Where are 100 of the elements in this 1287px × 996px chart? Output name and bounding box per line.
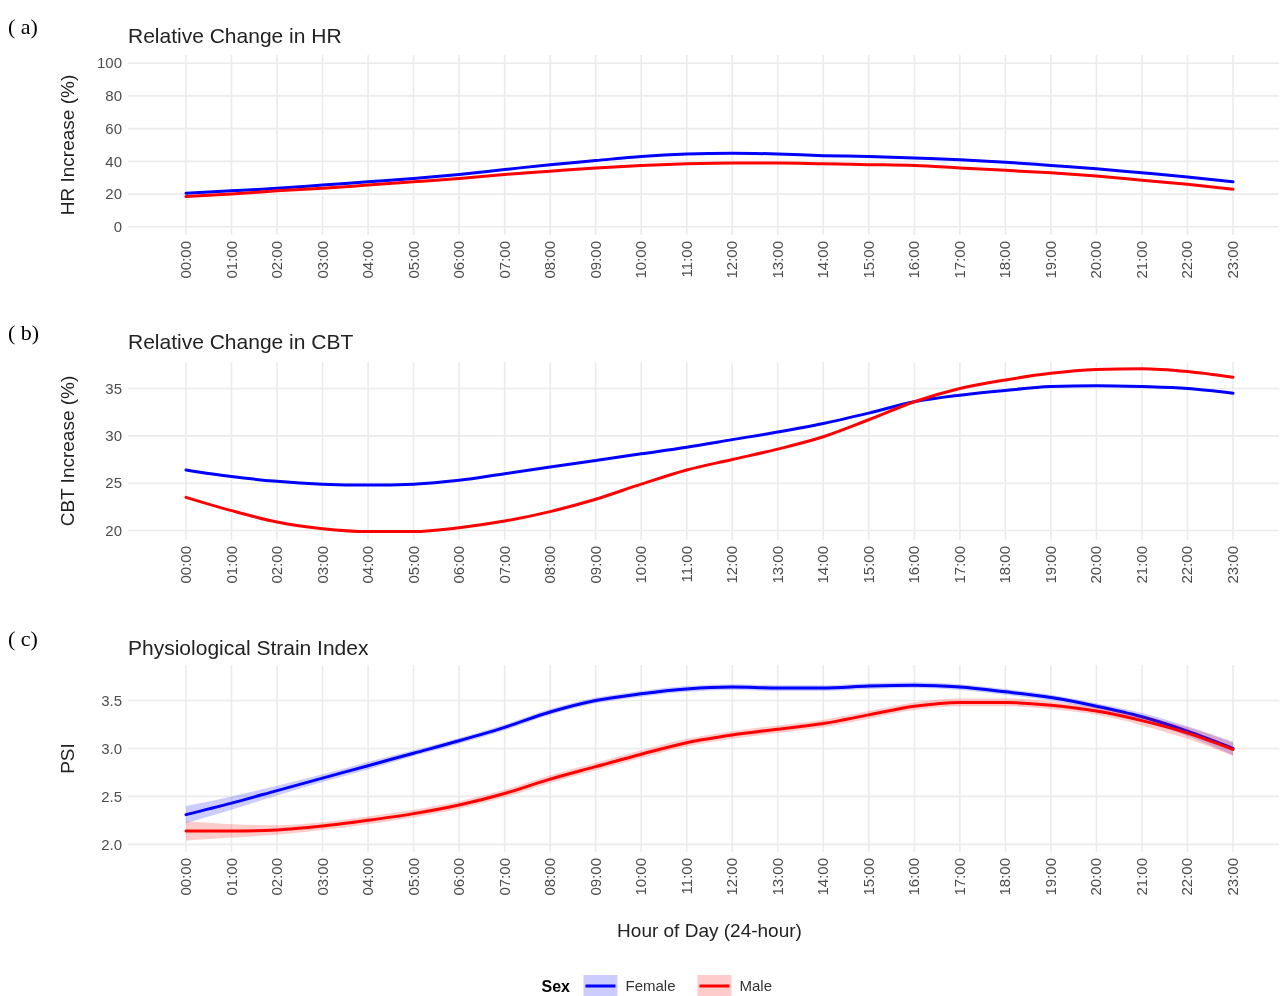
- x-tick-label: 07:00: [495, 546, 513, 584]
- x-tick-label: 14:00: [814, 241, 832, 279]
- x-tick-label: 22:00: [1178, 858, 1196, 896]
- x-tick-label: 02:00: [268, 241, 286, 279]
- x-tick-label: 22:00: [1178, 546, 1196, 584]
- x-tick-label: 18:00: [996, 241, 1014, 279]
- text: ( c): [8, 626, 38, 651]
- x-tick-label: 20:00: [1087, 858, 1105, 896]
- x-tick-label: 23:00: [1224, 241, 1241, 279]
- x-axis-title: Hour of Day (24-hour): [617, 920, 802, 941]
- x-tick-label: 09:00: [586, 546, 604, 584]
- x-tick-label: 04:00: [359, 546, 377, 584]
- x-tick-label: 04:00: [359, 241, 377, 279]
- y-tick-label: 20: [105, 521, 122, 539]
- x-tick-label: 12:00: [723, 858, 741, 896]
- x-tick-label: 10:00: [632, 858, 650, 896]
- x-tick-label: 21:00: [1132, 858, 1150, 896]
- y-tick-label: 35: [105, 379, 122, 397]
- x-tick-label: 22:00: [1178, 241, 1196, 279]
- y-tick-label: 25: [105, 474, 122, 492]
- y-tick-label: 80: [105, 87, 122, 105]
- x-tick-label: 23:00: [1224, 858, 1241, 896]
- x-tick-label: 15:00: [859, 241, 877, 279]
- x-tick-label: 12:00: [723, 546, 741, 584]
- x-tick-label: 05:00: [404, 241, 422, 279]
- x-tick-label: 05:00: [404, 546, 422, 584]
- x-tick-label: 17:00: [950, 546, 968, 584]
- x-tick-label: 05:00: [404, 858, 422, 896]
- x-tick-label: 10:00: [632, 241, 650, 279]
- x-tick-label: 15:00: [859, 546, 877, 584]
- y-tick-label: 30: [105, 427, 122, 445]
- y-tick-label: 100: [96, 54, 122, 72]
- x-tick-label: 01:00: [222, 546, 240, 584]
- y-tick-label: 40: [105, 152, 122, 170]
- x-tick-label: 06:00: [450, 858, 468, 896]
- y-axis-title: HR Increase (%): [57, 74, 78, 216]
- x-tick-label: 09:00: [586, 858, 604, 896]
- chart-title: Physiological Strain Index: [128, 636, 369, 659]
- x-tick-label: 13:00: [768, 241, 786, 279]
- x-tick-label: 16:00: [905, 241, 923, 279]
- x-tick-label: 18:00: [996, 858, 1014, 896]
- x-tick-label: 16:00: [905, 546, 923, 584]
- x-tick-label: 06:00: [450, 546, 468, 584]
- x-tick-label: 08:00: [541, 546, 559, 584]
- x-tick-label: 23:00: [1224, 546, 1241, 584]
- x-tick-label: 17:00: [950, 858, 968, 896]
- x-tick-label: 12:00: [723, 241, 741, 279]
- x-tick-label: 03:00: [313, 241, 331, 279]
- x-tick-label: 11:00: [677, 241, 695, 278]
- x-tick-label: 14:00: [814, 858, 832, 896]
- x-tick-label: 03:00: [313, 858, 331, 896]
- x-tick-label: 11:00: [677, 546, 695, 583]
- y-tick-label: 0: [113, 218, 122, 236]
- x-tick-label: 08:00: [541, 241, 559, 279]
- x-tick-label: 16:00: [905, 858, 923, 896]
- x-tick-label: 20:00: [1087, 241, 1105, 279]
- x-tick-label: 00:00: [177, 546, 194, 584]
- x-tick-label: 04:00: [359, 858, 377, 896]
- text: ( b): [8, 320, 40, 345]
- x-tick-label: 00:00: [177, 241, 194, 279]
- x-tick-label: 07:00: [495, 241, 513, 279]
- x-tick-label: 21:00: [1132, 546, 1150, 584]
- x-tick-label: 11:00: [677, 858, 695, 895]
- x-tick-label: 00:00: [177, 858, 194, 896]
- x-tick-label: 20:00: [1087, 546, 1105, 584]
- chart-title: Relative Change in CBT: [128, 330, 354, 353]
- x-tick-label: 09:00: [586, 241, 604, 279]
- y-tick-label: 3.0: [101, 739, 122, 757]
- x-tick-label: 08:00: [541, 858, 559, 896]
- legend-label: Male: [739, 977, 773, 994]
- x-tick-label: 07:00: [495, 858, 513, 896]
- x-tick-label: 19:00: [1041, 241, 1059, 279]
- x-tick-label: 18:00: [996, 546, 1014, 584]
- x-tick-label: 10:00: [632, 546, 650, 584]
- x-tick-label: 13:00: [768, 546, 786, 584]
- x-tick-label: 17:00: [950, 241, 968, 279]
- y-tick-label: 3.5: [101, 691, 122, 709]
- x-tick-label: 01:00: [222, 241, 240, 279]
- y-tick-label: 2.0: [101, 835, 122, 853]
- legend-title: Sex: [541, 978, 571, 995]
- y-axis-title: CBT Increase (%): [57, 375, 78, 527]
- x-tick-label: 06:00: [450, 241, 468, 279]
- line-series: [184, 161, 1235, 199]
- x-tick-label: 19:00: [1041, 546, 1059, 584]
- y-axis-title: PSI: [57, 743, 78, 774]
- legend-label: Female: [625, 977, 676, 994]
- x-tick-label: 19:00: [1041, 858, 1059, 896]
- line-series: [184, 367, 1235, 533]
- x-tick-label: 15:00: [859, 858, 877, 896]
- x-tick-label: 13:00: [768, 858, 786, 896]
- chart-title: Relative Change in HR: [128, 24, 342, 47]
- line-series: [184, 384, 1235, 487]
- x-tick-label: 01:00: [222, 858, 240, 896]
- y-tick-label: 60: [105, 119, 122, 137]
- y-tick-label: 2.5: [101, 787, 122, 805]
- x-tick-label: 02:00: [268, 546, 286, 584]
- line-series: [184, 151, 1235, 195]
- x-tick-label: 14:00: [814, 546, 832, 584]
- x-tick-label: 21:00: [1132, 241, 1150, 279]
- y-tick-label: 20: [105, 185, 122, 203]
